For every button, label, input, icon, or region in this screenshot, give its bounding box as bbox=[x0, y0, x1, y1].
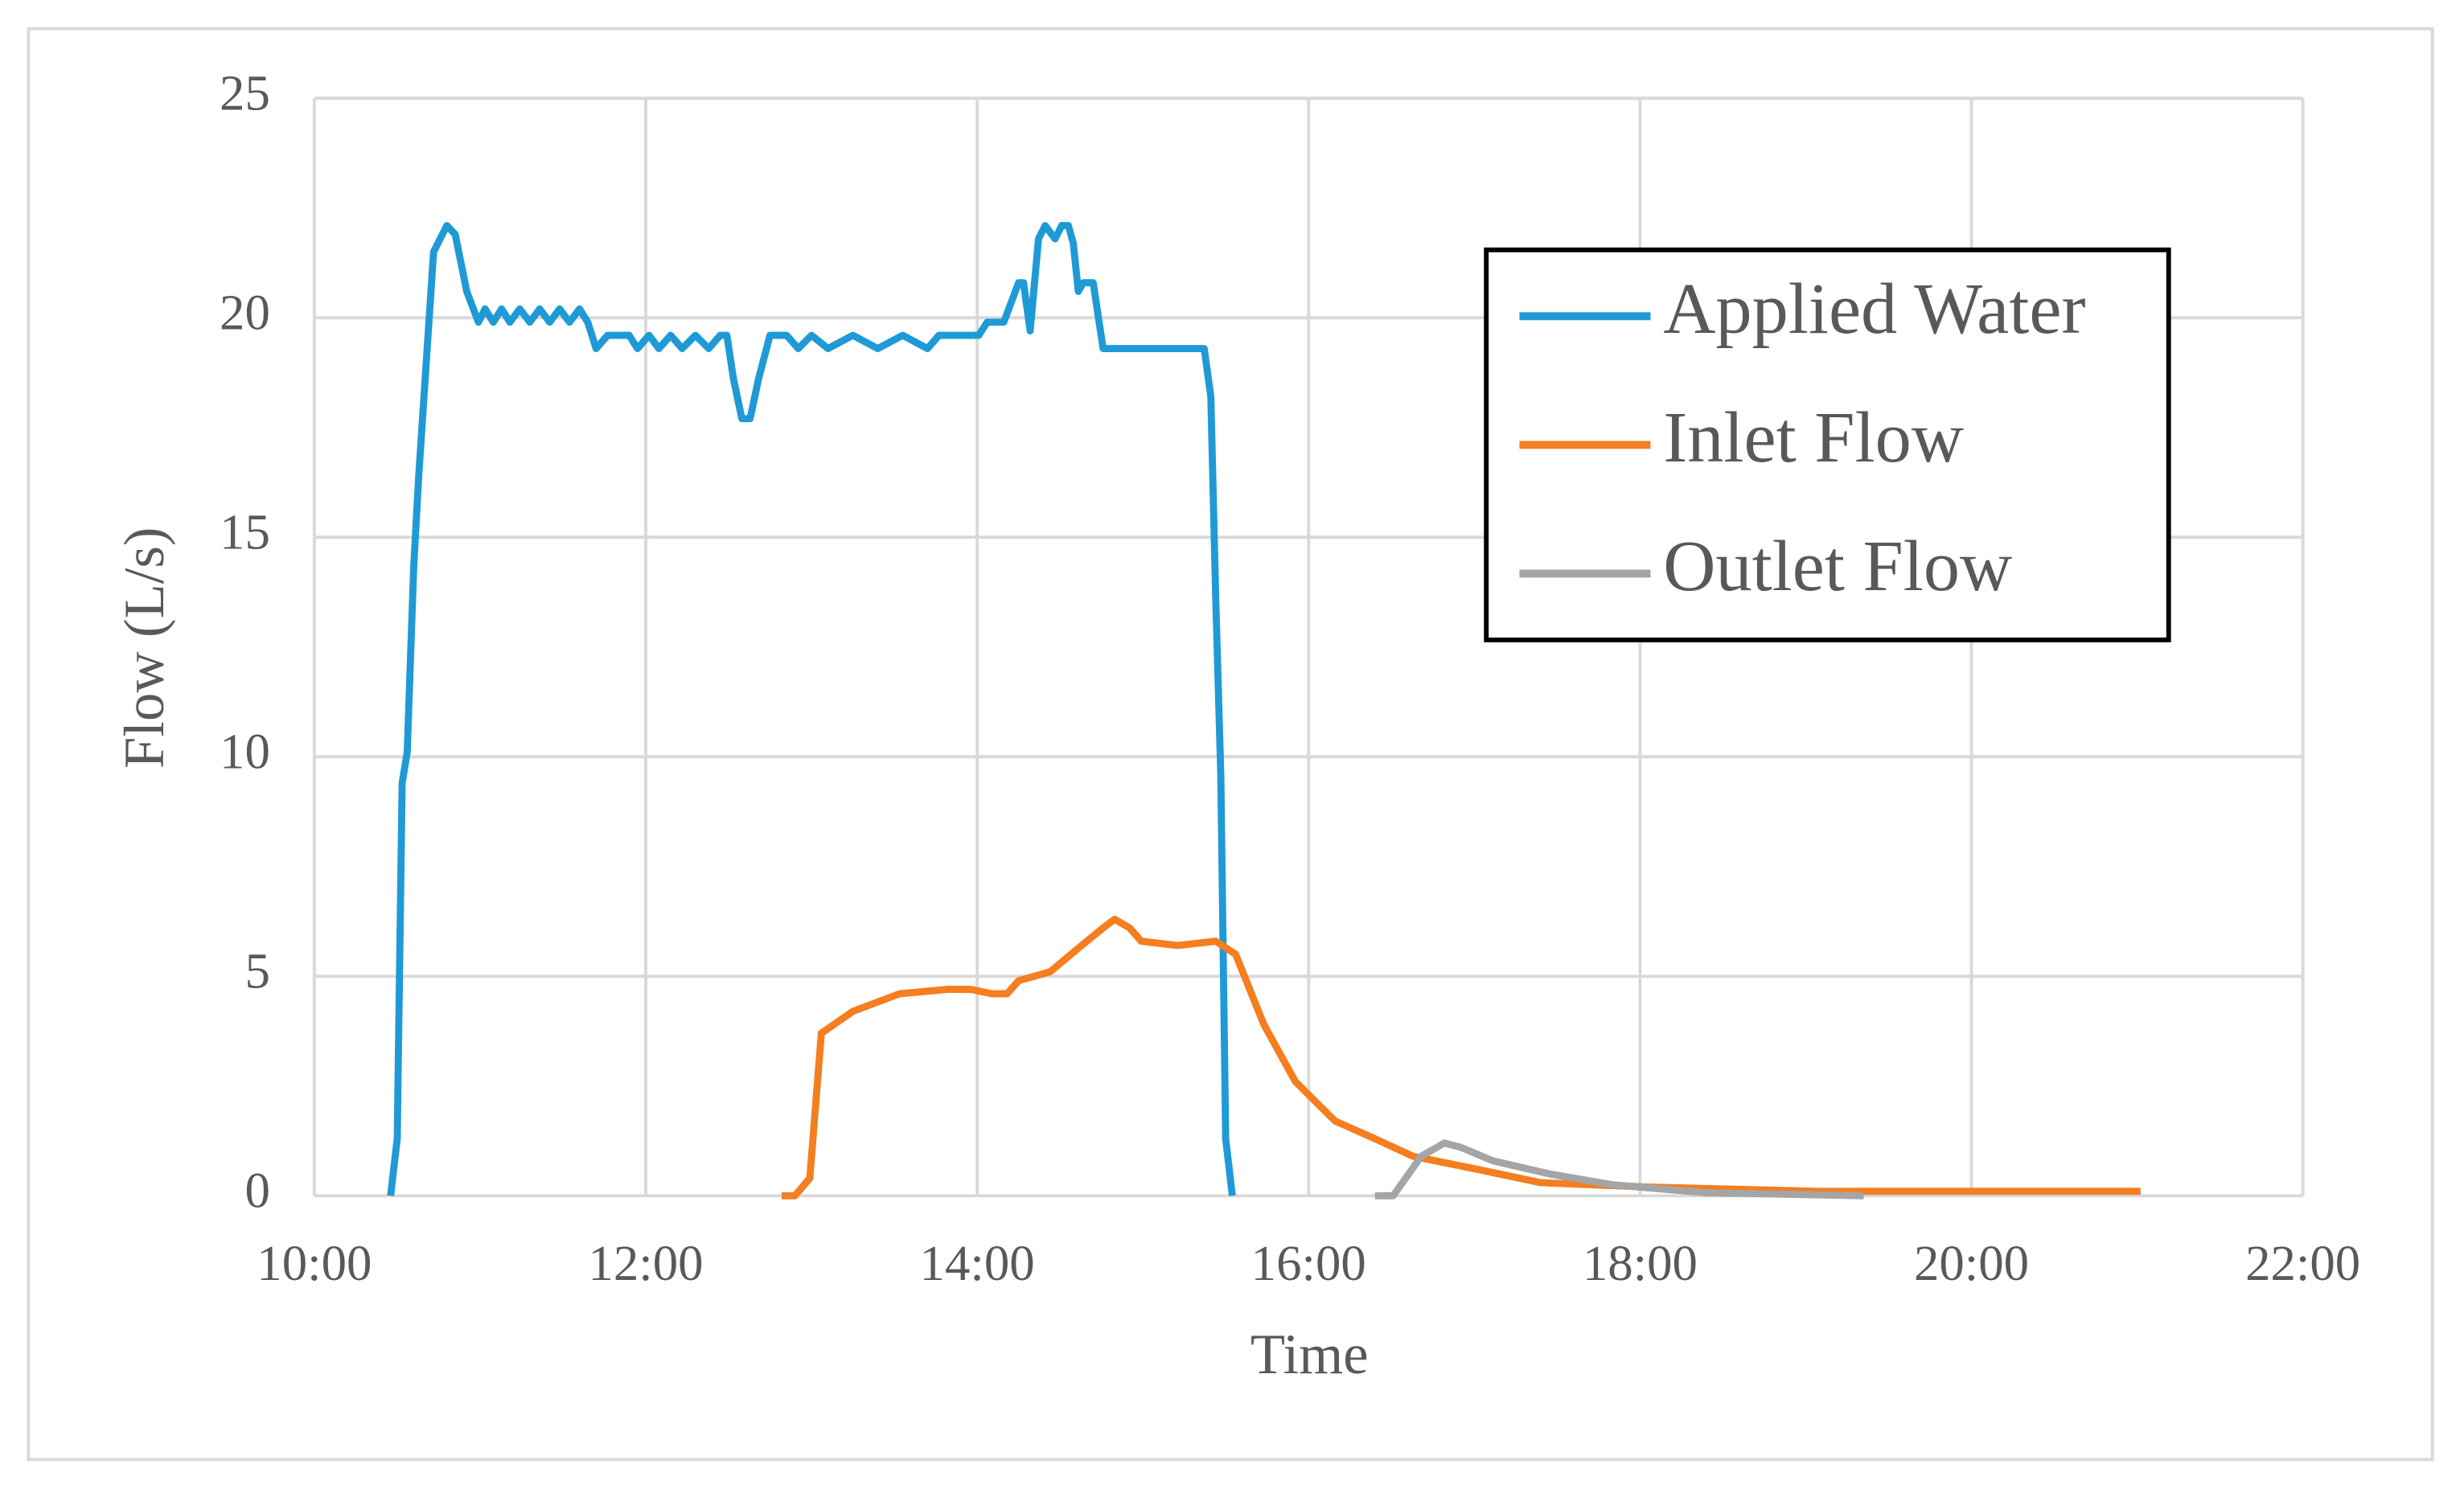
chart-frame bbox=[27, 27, 2434, 1462]
x-tick-label: 16:00 bbox=[1251, 1235, 1366, 1291]
y-tick-label: 0 bbox=[244, 1163, 269, 1219]
x-tick-label: 14:00 bbox=[920, 1235, 1035, 1291]
x-axis-label: Time bbox=[1250, 1323, 1369, 1386]
y-axis-label: Flow (L/s) bbox=[113, 527, 176, 769]
legend-label: Inlet Flow bbox=[1663, 396, 1964, 478]
y-tick-label: 15 bbox=[220, 504, 270, 560]
y-tick-label: 10 bbox=[220, 724, 270, 780]
y-tick-label: 25 bbox=[220, 65, 270, 121]
x-tick-label: 20:00 bbox=[1914, 1235, 2029, 1291]
x-tick-label: 22:00 bbox=[2245, 1235, 2360, 1291]
legend: Applied Water Inlet Flow Outlet Flow bbox=[1484, 247, 2171, 642]
x-tick-label: 12:00 bbox=[588, 1235, 703, 1291]
legend-label: Applied Water bbox=[1663, 268, 2085, 349]
y-tick-label: 20 bbox=[220, 285, 270, 341]
y-tick-label: 5 bbox=[244, 943, 269, 999]
series-line bbox=[1374, 1139, 1864, 1200]
series-line bbox=[387, 222, 1236, 1196]
legend-label: Outlet Flow bbox=[1663, 525, 2012, 606]
x-tick-label: 10:00 bbox=[257, 1235, 372, 1291]
x-tick-label: 18:00 bbox=[1583, 1235, 1698, 1291]
